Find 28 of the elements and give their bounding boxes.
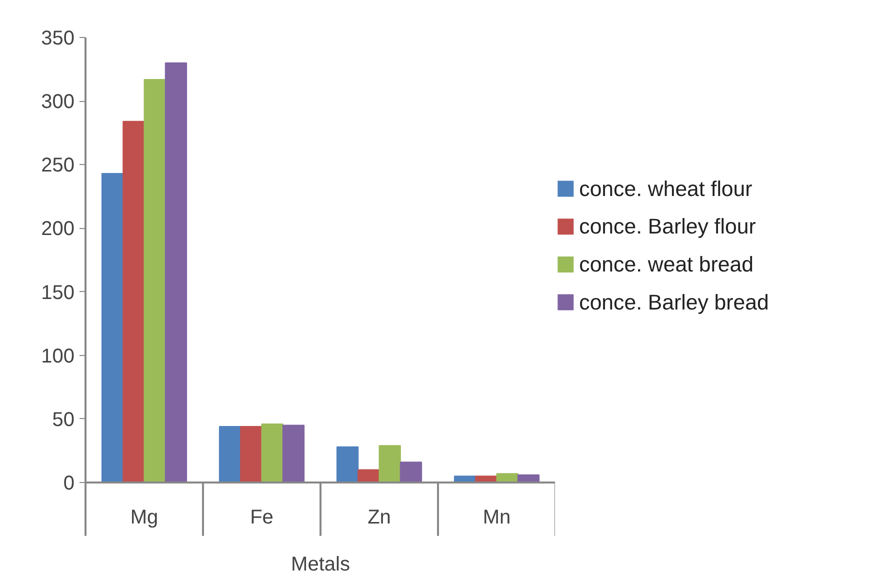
y-tick-label: 350 [41,28,75,50]
bar [400,462,422,482]
x-tick-label: Mg [130,506,158,528]
bar [240,426,262,482]
bar [122,120,145,482]
legend-label: conce. weat bread [579,252,754,276]
x-tick-label: Fe [250,506,274,528]
legend-label: conce. wheat flour [579,176,752,201]
bar [164,62,188,482]
bar [101,173,124,482]
bar [282,424,305,482]
x-axis-title: Metals [291,554,350,576]
bar [261,424,284,482]
bar [378,445,401,482]
y-tick-label: 250 [41,154,75,177]
y-tick-label: 200 [41,218,75,240]
y-tick-label: 150 [41,282,75,304]
y-tick-label: 0 [63,472,74,494]
y-tick-label: 300 [41,91,75,114]
bar [218,426,242,482]
bar [144,78,166,482]
x-tick-label: Zn [368,506,391,528]
legend-label: conce. Barley bread [579,290,769,314]
y-tick-label: 100 [41,345,75,368]
x-tick-label: Mn [482,506,511,528]
legend-label: conce. Barley flour [579,214,756,239]
bar [336,446,359,482]
y-tick-label: 50 [52,408,75,431]
